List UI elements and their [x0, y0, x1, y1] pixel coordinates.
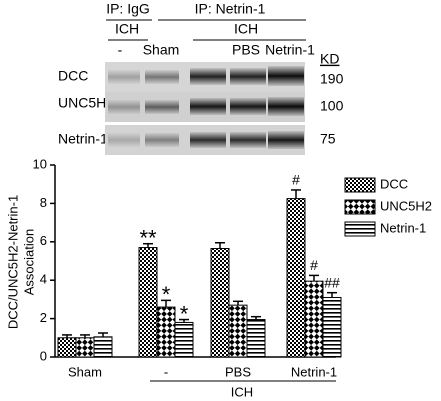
bar	[93, 336, 113, 358]
legend-swatch	[344, 177, 376, 193]
condition: ICH	[234, 21, 258, 37]
x-tick-label: Netrin-1	[291, 364, 337, 379]
y-tick-label: 0	[40, 348, 47, 363]
legend-label: DCC	[380, 176, 408, 191]
x-tick-label: -	[164, 364, 168, 379]
bar	[156, 306, 176, 358]
significance-marker: #	[310, 257, 318, 273]
bar	[304, 280, 324, 358]
lane-label: PBS	[232, 42, 260, 58]
bar	[75, 337, 95, 358]
y-tick-label: 2	[40, 310, 47, 325]
y-tick-label: 10	[33, 156, 47, 171]
bar	[246, 319, 266, 358]
kd-value: 75	[320, 131, 336, 147]
x-tick-label: Sham	[68, 364, 102, 379]
ip-header: IP: Netrin-1	[195, 1, 266, 17]
significance-marker: #	[292, 172, 300, 188]
bar	[286, 198, 306, 358]
ip-header: IP: IgG	[106, 1, 150, 17]
x-tick-label: PBS	[225, 364, 251, 379]
bar	[138, 247, 158, 358]
legend-swatch	[344, 221, 376, 237]
bar	[210, 248, 230, 358]
row-label: DCC	[58, 68, 88, 84]
lane-label: -	[118, 42, 123, 58]
y-axis-label: DCC/UNC5H2-Netrin-1	[5, 195, 20, 329]
x-group-label: ICH	[231, 384, 253, 399]
kd-value: 100	[320, 98, 344, 114]
y-tick-label: 6	[40, 233, 47, 248]
kd-label: KD	[320, 51, 339, 67]
row-label: Netrin-1	[58, 131, 108, 147]
legend-label: Netrin-1	[380, 220, 426, 235]
bar	[174, 321, 194, 358]
significance-marker: *	[180, 301, 189, 326]
blot-image	[105, 62, 305, 155]
significance-marker: *	[162, 282, 171, 307]
condition: ICH	[115, 21, 139, 37]
significance-marker: **	[139, 226, 157, 251]
kd-value: 190	[320, 71, 344, 87]
y-tick-label: 8	[40, 195, 47, 210]
bar	[228, 304, 248, 358]
significance-marker: ##	[324, 274, 340, 290]
y-tick-label: 4	[40, 272, 47, 287]
lane-label: Sham	[143, 42, 180, 58]
bar	[57, 337, 77, 358]
row-label: UNC5H2	[58, 95, 114, 111]
lane-label: Netrin-1	[265, 42, 315, 58]
bar	[322, 296, 342, 358]
y-axis-label: Association	[21, 229, 36, 295]
legend-label: UNC5H2	[380, 198, 432, 213]
legend-swatch	[344, 199, 376, 215]
